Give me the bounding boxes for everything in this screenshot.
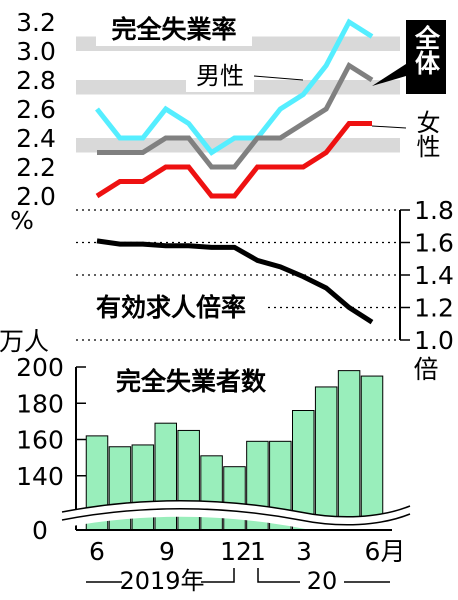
label-male: 男性 bbox=[196, 62, 244, 90]
y-tick-label: 3.2 bbox=[16, 8, 56, 37]
label-box-male bbox=[186, 60, 254, 92]
y-tick-label: 1.0 bbox=[414, 326, 454, 355]
y-tick-label: 160 bbox=[16, 426, 64, 455]
series-line-ratio bbox=[96, 238, 374, 325]
title-box bbox=[76, 290, 266, 324]
chart-title: 完全失業率 bbox=[111, 15, 236, 44]
title-box bbox=[96, 12, 252, 46]
ratio-unit: 倍 bbox=[413, 355, 438, 384]
y-tick-label: 1.6 bbox=[414, 229, 454, 258]
y-axis-ticks: 3.23.02.82.62.42.22.0 bbox=[16, 8, 56, 211]
grid-bands bbox=[76, 36, 400, 153]
y-tick-label: 3.0 bbox=[16, 37, 56, 66]
series-line-female bbox=[95, 121, 372, 199]
bar bbox=[337, 370, 361, 531]
y-tick-label: 180 bbox=[16, 389, 64, 418]
x-tick-9: 9 bbox=[159, 537, 175, 566]
bar bbox=[200, 455, 223, 531]
label-female: 女性 bbox=[412, 110, 440, 158]
y-tick-label: 1.4 bbox=[414, 261, 454, 290]
y-tick-label: 200 bbox=[16, 353, 64, 382]
y-tick-label: 2.2 bbox=[16, 153, 56, 182]
year-2020: 20 bbox=[307, 567, 338, 595]
break-line-top bbox=[61, 500, 411, 518]
x-tick-6: 6 bbox=[89, 537, 105, 566]
bracket-2019 bbox=[86, 568, 235, 583]
y-axis-ticks: 1.8 1.6 1.4 1.2 1.0 bbox=[400, 196, 454, 355]
series-lines bbox=[95, 18, 374, 199]
y-axis-ticks: 200 180 160 140 0 bbox=[16, 353, 86, 545]
chart-title: 完全失業者数 bbox=[116, 367, 267, 396]
y-tick-label: 1.8 bbox=[414, 196, 454, 225]
leader-female bbox=[371, 125, 407, 129]
x-tick-6-month: 6月 bbox=[365, 537, 406, 566]
y-tick-label: 2.6 bbox=[16, 95, 56, 124]
leader-male bbox=[253, 75, 304, 81]
label-box-female bbox=[406, 104, 446, 176]
x-tick-1: 1 bbox=[250, 537, 266, 566]
label-box-total bbox=[406, 20, 446, 94]
label-total: 全体 bbox=[412, 24, 442, 75]
bar bbox=[223, 466, 246, 531]
y-tick-label: 140 bbox=[16, 462, 64, 491]
series-line-male bbox=[95, 18, 374, 156]
title-box bbox=[98, 364, 284, 398]
y-tick-label: 0 bbox=[32, 516, 48, 545]
count-unit: 万人 bbox=[0, 327, 49, 356]
y-tick-label: 1.2 bbox=[414, 294, 454, 323]
leader-total bbox=[372, 64, 406, 86]
year-2019: 2019年 bbox=[119, 567, 204, 595]
y-tick-label: 2.4 bbox=[16, 124, 56, 153]
series-line-total bbox=[97, 61, 374, 170]
job-ratio-panel: 1.8 1.6 1.4 1.2 1.0 倍 有効求人倍率 bbox=[76, 196, 454, 384]
unemployed-count-panel: 万人 200 180 160 140 0 完全失業者数 bbox=[0, 327, 411, 545]
break-line-bottom bbox=[61, 508, 411, 526]
unemployment-rate-panel: 3.23.02.82.62.42.22.0 % 完全失業率 男性 全体 女性 bbox=[10, 8, 446, 235]
bar bbox=[314, 386, 338, 531]
chart-title: 有効求人倍率 bbox=[96, 293, 246, 322]
bracket-2020 bbox=[257, 568, 390, 583]
bar bbox=[360, 375, 384, 531]
x-axis: 6 9 12 1 3 6月 2019年 20 bbox=[86, 537, 405, 595]
series-lines bbox=[96, 238, 374, 325]
y-tick-label: 2.0 bbox=[16, 182, 56, 211]
percent-unit: % bbox=[10, 206, 34, 235]
y-tick-label: 2.8 bbox=[16, 66, 56, 95]
x-tick-3: 3 bbox=[296, 537, 312, 566]
x-tick-12: 12 bbox=[220, 537, 252, 566]
